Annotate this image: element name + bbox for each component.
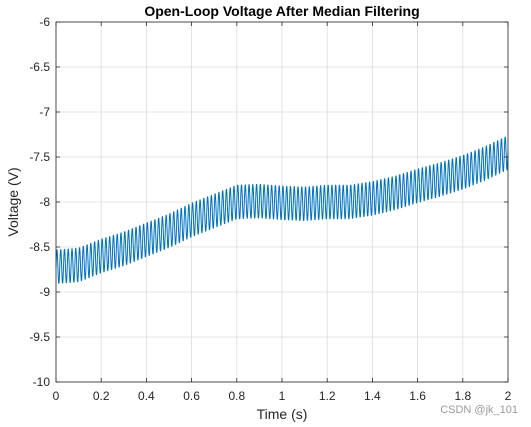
chart-title: Open-Loop Voltage After Median Filtering <box>144 3 419 19</box>
x-tick-label: 1 <box>279 389 286 403</box>
x-tick-label: 1.6 <box>409 389 426 403</box>
x-tick-label: 0.2 <box>93 389 110 403</box>
x-tick-label: 0 <box>53 389 60 403</box>
y-tick-label: -8.5 <box>29 240 50 254</box>
y-tick-label: -7.5 <box>29 150 50 164</box>
y-tick-label: -9.5 <box>29 330 50 344</box>
x-tick-label: 1.4 <box>364 389 381 403</box>
x-axis-label: Time (s) <box>257 406 308 422</box>
x-tick-label: 0.4 <box>138 389 155 403</box>
x-tick-label: 2 <box>505 389 512 403</box>
series-layer <box>55 136 509 284</box>
x-axis: 0 0.2 0.4 0.6 0.8 1 1.2 1.4 1.6 1.8 2 <box>53 22 512 403</box>
y-tick-label: -6.5 <box>29 60 50 74</box>
y-tick-label: -9 <box>39 285 50 299</box>
watermark: CSDN @jk_101 <box>440 404 518 416</box>
y-tick-label: -10 <box>33 375 51 389</box>
y-tick-label: -7 <box>39 105 50 119</box>
y-tick-label: -6 <box>39 15 50 29</box>
x-tick-label: 0.6 <box>183 389 200 403</box>
x-tick-label: 1.2 <box>319 389 336 403</box>
x-tick-label: 0.8 <box>228 389 245 403</box>
x-tick-label: 1.8 <box>454 389 471 403</box>
y-axis: -10 -9.5 -9 -8.5 -8 -7.5 -7 -6.5 -6 <box>29 15 508 389</box>
series-line <box>55 136 509 284</box>
y-tick-label: -8 <box>39 195 50 209</box>
y-axis-label: Voltage (V) <box>5 167 21 236</box>
